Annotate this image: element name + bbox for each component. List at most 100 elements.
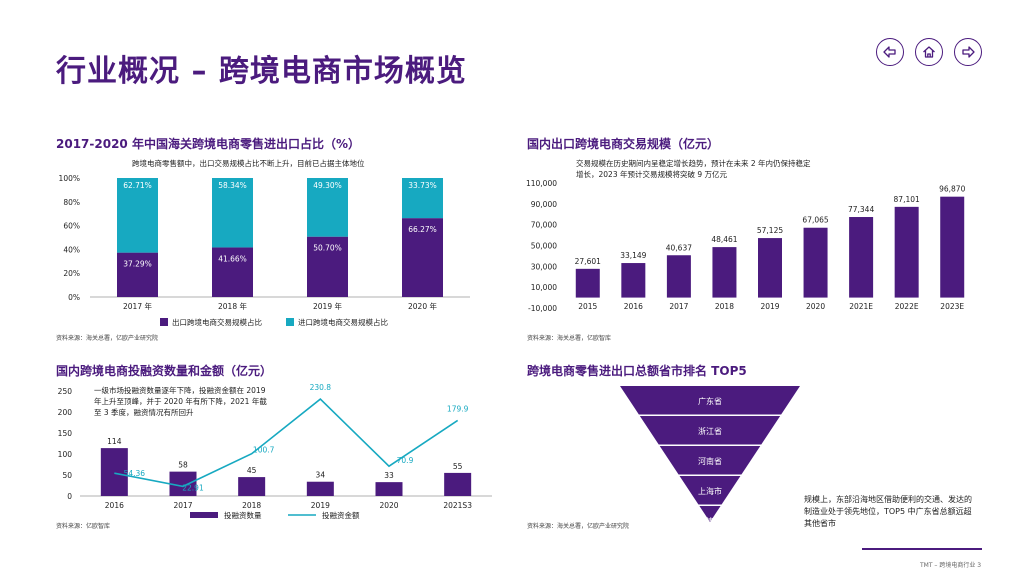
x-tick-label: 2020: [806, 302, 825, 311]
footer-line: [862, 548, 982, 550]
legend-export-label: 出口跨境电商交易规模占比: [172, 317, 262, 327]
import-bar: [307, 178, 348, 237]
x-tick-label: 2023E: [940, 302, 964, 311]
export-scale-bar: [712, 247, 737, 298]
bar-value-label: 77,344: [848, 205, 874, 214]
export-scale-bar: [621, 263, 646, 298]
page-title: 行业概况 – 跨境电商市场概览: [56, 54, 467, 89]
x-tick-label: 2017: [173, 501, 192, 510]
financing-amount-line: [114, 397, 459, 488]
x-tick-label: 2016: [624, 302, 643, 311]
funnel-band: [679, 476, 741, 505]
chart4-title: 跨境电商零售进出口总额省市排名 TOP5: [527, 364, 747, 378]
export-scale-bar: [666, 255, 691, 298]
x-tick-label: 2017: [669, 302, 688, 311]
arrow-right-icon: [962, 46, 975, 58]
export-value-label: 37.29%: [123, 260, 152, 269]
export-bar: [402, 218, 443, 297]
export-scale-bar: [849, 217, 874, 298]
x-tick-label: 2018 年: [218, 301, 247, 311]
bar-value-label: 27,601: [575, 257, 601, 266]
export-bar: [117, 252, 158, 297]
import-bar: [402, 178, 443, 219]
legend-import-label: 进口跨境电商交易规模占比: [298, 317, 388, 327]
financing-count-bar: [375, 482, 403, 496]
funnel-label: 广东省: [698, 396, 722, 406]
export-bar: [307, 236, 348, 297]
y-tick-label: 0: [67, 492, 72, 501]
y-tick-label: 40%: [63, 245, 80, 254]
x-tick-label: 2016: [105, 501, 124, 510]
export-scale-bar: [575, 268, 600, 298]
y-tick-label: -10,000: [528, 304, 557, 313]
y-tick-label: 250: [58, 387, 73, 396]
financing-count-bar: [238, 477, 266, 496]
funnel-band: [639, 416, 781, 445]
bar-value-label: 87,101: [894, 195, 920, 204]
funnel-label: 上海市: [698, 486, 722, 496]
import-bar: [117, 178, 158, 253]
bar-value-label: 33: [384, 471, 394, 480]
bar-value-label: 58: [178, 461, 188, 470]
line-value-label: 70.9: [397, 456, 414, 465]
y-tick-label: 150: [58, 429, 73, 438]
line-value-label: 179.9: [447, 404, 469, 413]
legend-count-swatch: [190, 512, 218, 518]
bar-value-label: 96,870: [939, 185, 965, 194]
financing-count-bar: [444, 472, 472, 496]
y-tick-label: 80%: [63, 198, 80, 207]
export-bar: [212, 247, 253, 297]
chart2-note: 交易规模在历史期间内呈稳定增长趋势，预计在未来 2 年内仍保持稳定增长，2023…: [576, 159, 811, 179]
y-tick-label: 100: [58, 450, 73, 459]
chart2-title: 国内出口跨境电商交易规模（亿元）: [527, 137, 720, 151]
legend-count-label: 投融资数量: [224, 510, 262, 520]
bar-value-label: 40,637: [666, 243, 692, 252]
financing-count-bar: [306, 481, 334, 496]
page-footer: TMT – 跨境电商行业 3: [920, 562, 982, 569]
x-tick-label: 2019 年: [313, 301, 342, 311]
arrow-left-icon: [883, 46, 896, 58]
financing-chart: 0 50 100 150 200 250 114 2016 58 2017 45 2018 34 2019…: [58, 383, 492, 520]
financing-count-bar: [100, 448, 128, 496]
y-tick-label: 0%: [68, 293, 80, 302]
x-tick-label: 2019: [311, 501, 330, 510]
y-tick-label: 110,000: [526, 179, 557, 188]
y-tick-label: 100%: [59, 174, 80, 183]
home-button[interactable]: [915, 38, 943, 66]
export-value-label: 41.66%: [218, 254, 247, 263]
prev-button[interactable]: [876, 38, 904, 66]
chart3-note: 一级市场投融资数量逐年下降，投融资金额在 2019 年上升至顶峰，并于 2020…: [94, 386, 267, 417]
x-tick-label: 2018: [242, 501, 261, 510]
next-button[interactable]: [954, 38, 982, 66]
chart4-source: 资料来源：海关总署，亿欧产业研究院: [527, 523, 630, 530]
line-value-label: 100.7: [253, 446, 275, 455]
export-value-label: 66.27%: [408, 225, 437, 234]
x-tick-label: 2021E: [849, 302, 873, 311]
line-value-label: 230.8: [310, 383, 332, 392]
export-scale-bar: [940, 196, 965, 298]
import-value-label: 33.73%: [408, 181, 437, 190]
x-tick-label: 2019: [760, 302, 779, 311]
export-scale-bar: [758, 238, 782, 298]
legend-amount-label: 投融资金额: [322, 510, 360, 520]
x-tick-label: 2018: [715, 302, 734, 311]
bar-value-label: 114: [107, 437, 122, 446]
funnel-label: 河南省: [698, 456, 722, 466]
bar-value-label: 45: [247, 466, 257, 475]
bar-value-label: 33,149: [620, 251, 646, 260]
funnel-band: [620, 386, 800, 415]
chart1-note: 跨境电商零售额中，出口交易规模占比不断上升，目前已占据主体地位: [132, 159, 365, 168]
chart3-source: 资料来源：亿欧智库: [56, 523, 111, 530]
financing-count-bar: [169, 471, 197, 496]
legend-export-swatch: [160, 318, 168, 326]
export-scale-bar: [803, 227, 828, 298]
x-tick-label: 2017 年: [123, 301, 152, 311]
bar-value-label: 48,461: [711, 235, 737, 244]
import-value-label: 49.30%: [313, 181, 342, 190]
y-tick-label: 50,000: [531, 242, 557, 251]
funnel-label: 天津市: [698, 516, 722, 524]
x-tick-label: 2020 年: [408, 301, 437, 311]
y-tick-label: 90,000: [531, 200, 557, 209]
y-tick-label: 30,000: [531, 262, 557, 271]
funnel-band: [699, 506, 721, 522]
